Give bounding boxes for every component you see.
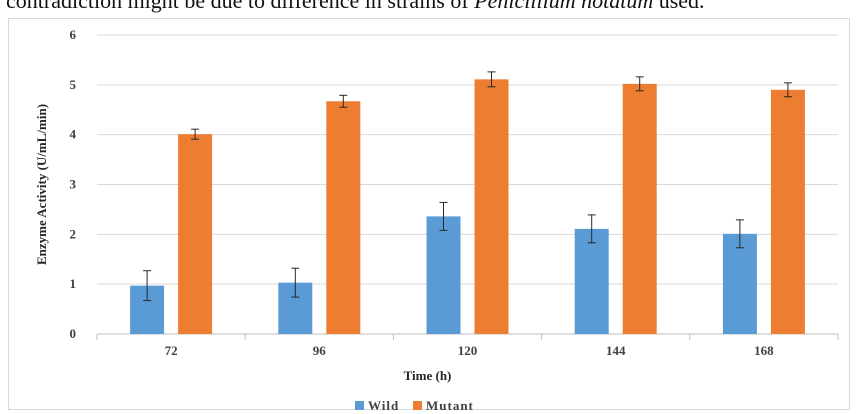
chart-frame xyxy=(8,18,850,410)
x-tick-label: 72 xyxy=(165,343,178,358)
bar-wild-168 xyxy=(722,233,757,334)
x-tick-label: 120 xyxy=(458,343,478,358)
bar-mutant-72 xyxy=(178,134,213,334)
preceding-paragraph-text: contradiction might be due to difference… xyxy=(0,0,858,14)
legend: Wild Mutant xyxy=(355,398,474,413)
y-tick-label: 6 xyxy=(70,27,77,42)
y-axis-ticks: 0 1 2 3 4 5 6 xyxy=(70,27,77,341)
paragraph-text-prefix: contradiction might be due to difference… xyxy=(6,0,475,13)
bar-mutant-96 xyxy=(326,101,361,334)
x-tick-label: 168 xyxy=(754,343,774,358)
y-tick-label: 2 xyxy=(70,226,77,241)
gridlines xyxy=(97,34,838,335)
bar-wild-144 xyxy=(574,228,609,334)
paragraph-text-italic: Penicillium notatum xyxy=(474,0,654,13)
legend-swatch-mutant xyxy=(413,401,422,410)
bar-mutant-144 xyxy=(622,83,657,334)
legend-label-wild: Wild xyxy=(368,398,399,413)
y-axis-title: Enzyme Activity (U/mL/min) xyxy=(34,104,49,265)
legend-label-mutant: Mutant xyxy=(426,398,474,413)
y-tick-label: 0 xyxy=(70,326,77,341)
bars xyxy=(130,71,805,334)
x-tick-label: 96 xyxy=(313,343,327,358)
x-axis-title: Time (h) xyxy=(404,368,452,383)
bar-mutant-120 xyxy=(474,79,509,334)
bar-mutant-168 xyxy=(770,89,805,334)
legend-swatch-wild xyxy=(355,401,364,410)
bar-wild-120 xyxy=(426,216,461,334)
y-tick-label: 4 xyxy=(70,127,77,142)
y-tick-label: 5 xyxy=(70,77,77,92)
x-tick-label: 144 xyxy=(606,343,626,358)
y-tick-label: 3 xyxy=(70,177,77,192)
paragraph-text-suffix: used. xyxy=(653,0,705,13)
y-tick-label: 1 xyxy=(70,276,77,291)
x-axis-ticks: 72 96 120 144 168 xyxy=(96,334,839,358)
